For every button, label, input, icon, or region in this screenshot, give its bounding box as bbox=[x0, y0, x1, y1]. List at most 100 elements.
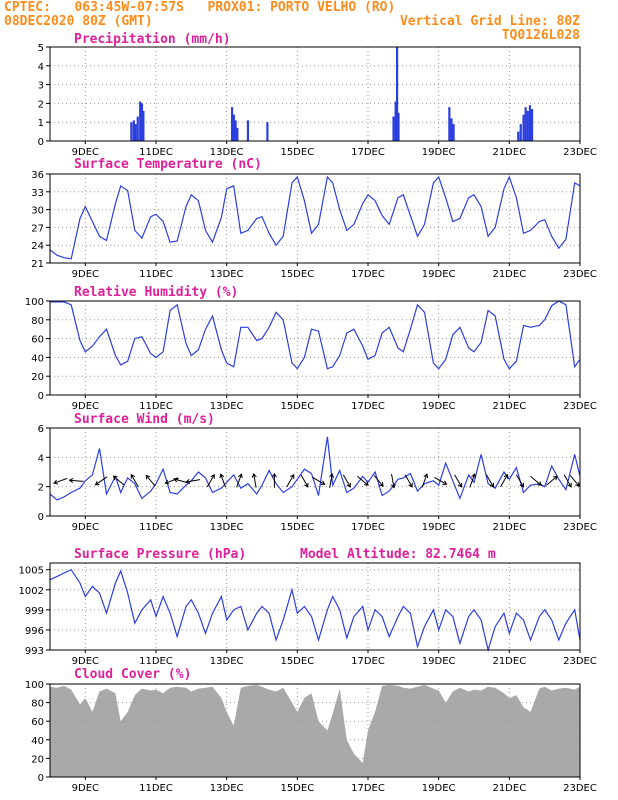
panel-title: Cloud Cover (%) bbox=[74, 667, 191, 682]
y-tick-label: 0 bbox=[38, 773, 44, 784]
x-tick-label: 11DEC bbox=[139, 269, 173, 280]
wind-vector bbox=[130, 474, 139, 488]
x-tick-label: 13DEC bbox=[210, 147, 244, 158]
wind-vector-head bbox=[442, 480, 448, 485]
wind-vector bbox=[516, 474, 524, 488]
wind-vector-head bbox=[364, 481, 369, 486]
precipitation-bar bbox=[142, 110, 145, 141]
y-tick-label: 1 bbox=[38, 118, 44, 129]
wind-vector-head bbox=[519, 482, 525, 488]
wind-vector-head bbox=[320, 480, 326, 485]
precipitation-bar bbox=[394, 101, 397, 141]
precipitation-bar bbox=[517, 131, 520, 141]
x-tick-label: 13DEC bbox=[210, 783, 244, 794]
y-tick-label: 20 bbox=[31, 372, 44, 383]
wind-vector bbox=[469, 474, 476, 488]
wind-vector bbox=[253, 473, 257, 488]
precipitation-bar bbox=[266, 122, 269, 141]
precipitation-bar bbox=[528, 105, 532, 141]
x-tick-label: 17DEC bbox=[351, 269, 385, 280]
x-tick-label: 15DEC bbox=[280, 147, 314, 158]
precipitation-bar bbox=[450, 118, 453, 141]
wind-vector-head bbox=[238, 473, 243, 479]
wind-vector-head bbox=[290, 473, 295, 479]
panel-frame bbox=[49, 300, 581, 396]
x-tick-label: 23DEC bbox=[563, 656, 597, 667]
wind-vector bbox=[500, 474, 508, 488]
y-tick-label: 4 bbox=[38, 453, 44, 464]
panel-title: Surface Temperature (nC) bbox=[74, 157, 262, 172]
wind-vector-head bbox=[185, 479, 191, 484]
header-model-code: TQ0126L028 bbox=[501, 28, 580, 43]
wind-vector bbox=[286, 474, 295, 488]
wind-vector-head bbox=[379, 482, 384, 487]
precipitation-bar bbox=[236, 127, 239, 141]
x-tick-label: 17DEC bbox=[351, 522, 385, 533]
wind-vector bbox=[342, 474, 351, 488]
y-tick-label: 2 bbox=[38, 483, 44, 494]
wind-vector-head bbox=[423, 473, 429, 479]
x-tick-label: 23DEC bbox=[563, 269, 597, 280]
wind-vector bbox=[569, 475, 580, 487]
wind-vector-head bbox=[251, 472, 257, 478]
y-tick-label: 30 bbox=[31, 206, 44, 217]
panel-frame bbox=[49, 173, 581, 264]
x-tick-label: 11DEC bbox=[139, 783, 173, 794]
wind-vector-head bbox=[408, 482, 413, 488]
x-tick-label: 15DEC bbox=[280, 401, 314, 412]
precipitation-bar bbox=[132, 120, 135, 141]
wind-vector-head bbox=[390, 483, 396, 489]
x-tick-label: 23DEC bbox=[563, 522, 597, 533]
precipitation-bar bbox=[130, 122, 133, 141]
wind-vector bbox=[485, 474, 494, 488]
precipitation-bar bbox=[140, 103, 144, 141]
wind-vector-head bbox=[219, 473, 225, 479]
x-tick-label: 11DEC bbox=[139, 522, 173, 533]
y-tick-label: 33 bbox=[31, 188, 44, 199]
precipitation-bar bbox=[230, 107, 234, 141]
y-tick-label: 100 bbox=[25, 680, 44, 691]
y-tick-label: 6 bbox=[38, 424, 44, 435]
wind-vector bbox=[186, 479, 201, 483]
x-tick-label: 11DEC bbox=[139, 147, 173, 158]
x-tick-label: 21DEC bbox=[492, 269, 526, 280]
x-tick-label: 9DEC bbox=[72, 783, 99, 794]
y-tick-label: 27 bbox=[31, 223, 44, 234]
wind-vector bbox=[145, 475, 156, 487]
wind-vector bbox=[421, 474, 428, 488]
precipitation-bar bbox=[246, 120, 250, 141]
y-tick-label: 4 bbox=[38, 62, 44, 73]
panel-frame bbox=[49, 562, 581, 651]
x-tick-label: 13DEC bbox=[210, 522, 244, 533]
precipitation-bar bbox=[452, 124, 455, 141]
x-tick-label: 23DEC bbox=[563, 401, 597, 412]
wind-vector-head bbox=[575, 482, 580, 487]
wind-vector bbox=[236, 474, 242, 488]
x-tick-label: 23DEC bbox=[563, 147, 597, 158]
x-tick-label: 15DEC bbox=[280, 656, 314, 667]
panel-frame bbox=[49, 46, 581, 142]
x-tick-label: 13DEC bbox=[210, 401, 244, 412]
panel-title: Surface Pressure (hPa) bbox=[74, 547, 246, 562]
wind-vector-head bbox=[457, 482, 463, 488]
wind-vector-head bbox=[112, 475, 118, 481]
x-tick-label: 9DEC bbox=[72, 401, 99, 412]
y-tick-label: 999 bbox=[25, 606, 44, 617]
wind-vector-head bbox=[271, 472, 277, 478]
wind-vector-head bbox=[471, 473, 476, 479]
wind-vector-head bbox=[53, 479, 59, 485]
precipitation-bar bbox=[530, 109, 534, 141]
model-altitude-label: Model Altitude: 82.7464 m bbox=[300, 547, 496, 562]
y-tick-label: 40 bbox=[31, 353, 44, 364]
precipitation-bar bbox=[232, 114, 235, 141]
panel-title: Surface Wind (m/s) bbox=[74, 412, 215, 427]
header-line1: CPTEC: 063:45W-07:57S PROX01: PORTO VELH… bbox=[4, 0, 396, 15]
wind-vector bbox=[373, 475, 384, 487]
precipitation-bar bbox=[519, 124, 522, 141]
x-tick-label: 19DEC bbox=[422, 401, 456, 412]
y-tick-label: 3 bbox=[38, 81, 44, 92]
wind-vector-head bbox=[68, 477, 74, 483]
wind-vector bbox=[69, 479, 84, 482]
y-tick-label: 24 bbox=[31, 241, 44, 252]
x-tick-label: 17DEC bbox=[351, 401, 385, 412]
